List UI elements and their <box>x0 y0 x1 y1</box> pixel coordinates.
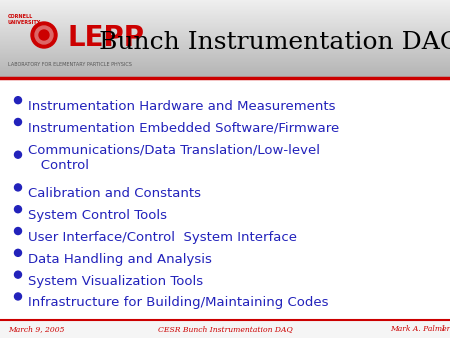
Text: CESR Bunch Instrumentation DAQ: CESR Bunch Instrumentation DAQ <box>158 325 292 333</box>
Text: System Visualization Tools: System Visualization Tools <box>28 275 203 288</box>
Text: Infrastructure for Building/Maintaining Codes: Infrastructure for Building/Maintaining … <box>28 296 328 310</box>
Circle shape <box>35 26 53 44</box>
Text: 1: 1 <box>440 325 445 333</box>
Circle shape <box>14 249 22 256</box>
Text: CORNELL
UNIVERSITY: CORNELL UNIVERSITY <box>8 14 41 25</box>
Circle shape <box>14 184 22 191</box>
Circle shape <box>14 151 22 158</box>
FancyBboxPatch shape <box>0 320 450 338</box>
Text: LABORATORY FOR ELEMENTARY PARTICLE PHYSICS: LABORATORY FOR ELEMENTARY PARTICLE PHYSI… <box>8 62 132 67</box>
Text: Calibration and Constants: Calibration and Constants <box>28 187 201 200</box>
Text: March 9, 2005: March 9, 2005 <box>8 325 64 333</box>
Text: Communications/Data Translation/Low-level
   Control: Communications/Data Translation/Low-leve… <box>28 144 320 172</box>
Circle shape <box>14 97 22 104</box>
Text: Mark A. Palmer: Mark A. Palmer <box>390 325 450 333</box>
Text: System Control Tools: System Control Tools <box>28 209 167 222</box>
Circle shape <box>14 271 22 278</box>
Text: Instrumentation Embedded Software/Firmware: Instrumentation Embedded Software/Firmwa… <box>28 122 339 135</box>
Circle shape <box>14 206 22 213</box>
Circle shape <box>14 227 22 235</box>
Text: Data Handling and Analysis: Data Handling and Analysis <box>28 253 212 266</box>
Text: Instrumentation Hardware and Measurements: Instrumentation Hardware and Measurement… <box>28 100 336 113</box>
Text: LEPP: LEPP <box>68 24 145 52</box>
Circle shape <box>39 30 49 40</box>
Text: User Interface/Control  System Interface: User Interface/Control System Interface <box>28 231 297 244</box>
Circle shape <box>31 22 57 48</box>
Circle shape <box>14 293 22 300</box>
Text: Bunch Instrumentation DAQ: Bunch Instrumentation DAQ <box>99 30 450 53</box>
Circle shape <box>14 119 22 125</box>
